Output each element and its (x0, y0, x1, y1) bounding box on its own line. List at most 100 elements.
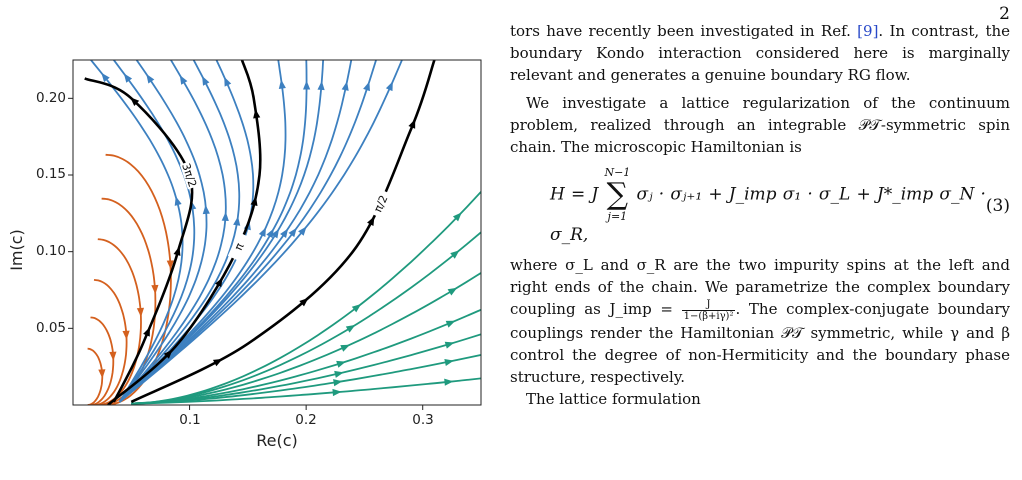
blue-flow-arrow (221, 211, 229, 222)
blue-flow-arrow (303, 80, 311, 90)
equation-rhs: σⱼ · σⱼ₊₁ + J_imp σ₁ · σ_L + J*_imp σ_N … (550, 184, 986, 246)
black-separatrix-arrow (143, 326, 150, 337)
fraction-numerator: J (681, 299, 736, 311)
blue-flow-arrow (385, 81, 393, 92)
blue-flow-arrow (202, 204, 210, 215)
paragraph-4: The lattice formulation (526, 389, 701, 408)
y-tick-label: 0.15 (36, 166, 66, 182)
text-column: tors have recently been investigated in … (510, 20, 1010, 410)
x-axis-label: Re(c) (256, 431, 298, 450)
equation-3: H = J N−1 ∑ j=1 σⱼ · σⱼ₊₁ + J_imp σ₁ · σ… (510, 166, 1010, 246)
blue-flow-arrow (101, 72, 110, 83)
green-flow-curve (131, 353, 481, 405)
green-flow-arrow (332, 388, 342, 397)
black-separatrix-arrow (173, 246, 181, 256)
blue-flow-curve (119, 60, 353, 403)
green-flow-arrow (334, 370, 344, 378)
x-tick-label: 0.2 (295, 412, 316, 428)
equation-lhs: H = J (550, 184, 599, 205)
paragraph-3b: . The complex-conjugate boundary couplin… (510, 300, 1010, 386)
citation-link[interactable]: [9] (857, 22, 879, 40)
black-separatrix-arrow (214, 277, 223, 288)
curve-label: π (232, 241, 247, 253)
orange-flow-curve (93, 279, 128, 405)
black-separatrix-arrow (367, 216, 375, 227)
x-tick-label: 0.3 (412, 412, 433, 428)
flow-curves (84, 60, 481, 405)
green-flow-curve (131, 190, 481, 405)
green-flow-curve (131, 333, 481, 405)
y-tick-label: 0.20 (36, 90, 66, 106)
blue-flow-arrow (233, 216, 241, 226)
orange-flow-curve (90, 316, 115, 405)
green-flow-arrow (450, 250, 460, 259)
blue-flow-curve (118, 60, 227, 403)
flow-plot: 0.1 0.2 0.3 0.05 0.10 0.15 0.20 Re(c) Im… (7, 59, 482, 450)
green-flow-arrow (452, 212, 462, 222)
black-separatrix-arrow (250, 196, 258, 207)
blue-flow-arrow (179, 75, 188, 85)
black-separatrix-arrow (299, 297, 309, 307)
black-separatrix-arrow (253, 109, 261, 119)
paragraph-1-rest: . In contrast, the boundary Kondo intera… (510, 22, 1011, 84)
blue-flow-curve (112, 60, 196, 403)
green-flow-arrow (345, 324, 356, 333)
blue-flow-arrow (202, 76, 210, 86)
paragraph-1-text: tors have recently been investigated in … (510, 22, 858, 40)
orange-flow-arrow (151, 284, 159, 295)
paragraph-3a: where σ_L and σ_R are the two impurity s… (510, 256, 1010, 318)
green-flow-arrow (447, 287, 458, 296)
page-number: 2 (999, 4, 1010, 24)
green-flow-curve (131, 377, 481, 405)
coupling-fraction: J 1−(β+iγ)² (681, 299, 736, 322)
blue-flow-arrow (341, 81, 349, 91)
sum-lower: j=1 (607, 210, 628, 223)
paragraph-3: where σ_L and σ_R are the two impurity s… (510, 254, 1010, 388)
equation-number: (3) (985, 196, 1010, 216)
blue-flow-curve (118, 60, 241, 403)
blue-flow-arrow (174, 196, 182, 206)
blue-flow-curve (119, 60, 378, 403)
y-axis-label: Im(c) (7, 229, 26, 271)
axis-ticks (68, 97, 424, 410)
blue-flow-curve (118, 60, 308, 403)
orange-flow-arrow (122, 330, 130, 340)
orange-flow-arrow (136, 307, 145, 317)
y-tick-label: 0.10 (36, 243, 66, 259)
orange-flow-arrow (98, 369, 106, 379)
green-flow-curve (131, 231, 481, 405)
green-flow-curve (131, 308, 481, 405)
blue-flow-arrow (146, 74, 155, 84)
black-separatrix-arrow (163, 349, 173, 359)
paragraph-1: tors have recently been investigated in … (510, 20, 1010, 86)
blue-flow-arrow (280, 228, 289, 239)
rg-flow-figure: 0.1 0.2 0.3 0.05 0.10 0.15 0.20 Re(c) Im… (0, 40, 500, 480)
black-separatrix-curve (130, 60, 436, 404)
orange-flow-arrow (109, 351, 117, 361)
blue-flow-arrow (317, 80, 325, 91)
orange-flow-curve (87, 347, 104, 405)
blue-flow-curve (118, 60, 287, 403)
green-flow-arrow (445, 320, 456, 328)
green-flow-arrow (444, 378, 454, 386)
y-tick-label: 0.05 (36, 320, 66, 336)
blue-flow-arrow (278, 79, 286, 89)
plot-frame (72, 59, 482, 406)
paragraph-2: We investigate a lattice regularization … (510, 94, 1010, 156)
green-flow-arrow (333, 379, 343, 387)
blue-flow-arrow (288, 227, 297, 238)
fraction-denominator: 1−(β+iγ)² (683, 310, 734, 322)
blue-flow-arrow (266, 228, 274, 239)
curve-label-background (227, 232, 250, 261)
green-flow-curve (131, 271, 481, 405)
blue-flow-arrow (363, 81, 370, 92)
x-tick-label: 0.1 (179, 412, 200, 428)
blue-flow-arrow (123, 73, 133, 83)
orange-flow-arrow (166, 260, 174, 270)
blue-flow-arrow (298, 226, 307, 236)
blue-flow-arrow (224, 76, 232, 87)
curve-labels: 3π/2ππ/2 (179, 160, 392, 261)
green-flow-arrow (444, 341, 455, 349)
blue-flow-curve (89, 60, 184, 403)
curve-label-background (369, 189, 392, 218)
